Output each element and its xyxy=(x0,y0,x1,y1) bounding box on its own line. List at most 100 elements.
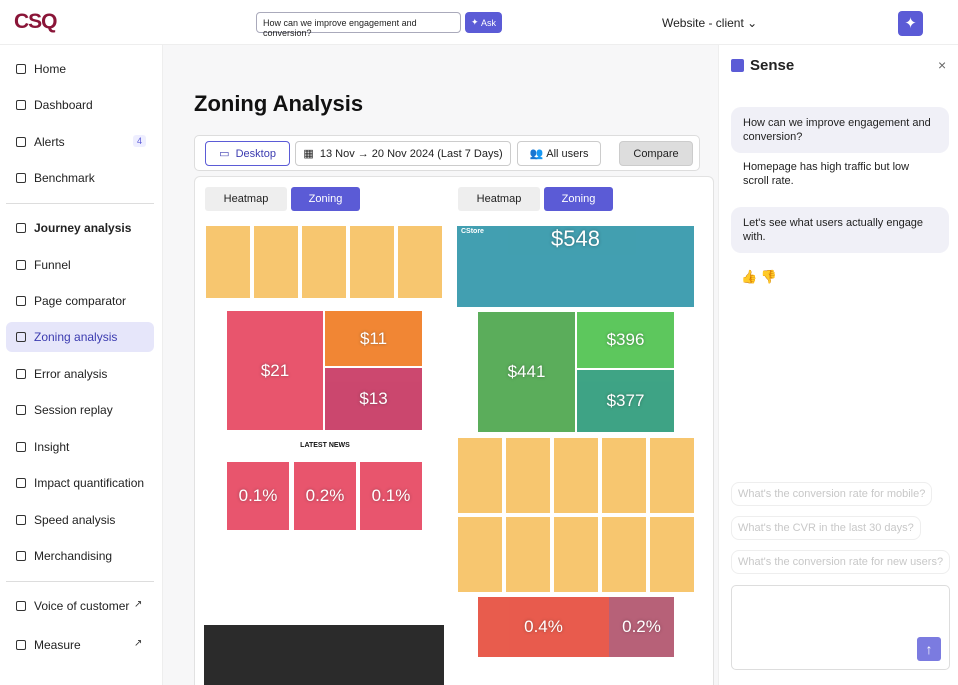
nav-icon xyxy=(16,601,26,611)
view-tab[interactable]: Zoning xyxy=(291,187,360,211)
nav-icon xyxy=(16,100,26,110)
chat-input[interactable] xyxy=(731,585,950,670)
ask-button[interactable]: ✦ Ask xyxy=(465,12,502,33)
product-card xyxy=(506,438,550,513)
date-button[interactable]: ▦ 13 Nov → 20 Nov 2024 (Last 7 Days) xyxy=(295,141,511,166)
page-title: Zoning Analysis xyxy=(194,91,364,116)
zone: 0.1% xyxy=(227,462,289,530)
product-card xyxy=(506,517,550,592)
nav-item[interactable]: Page comparator xyxy=(6,286,154,316)
nav-item[interactable]: Error analysis xyxy=(6,359,154,389)
nav-item[interactable]: Merchandising xyxy=(6,541,154,571)
nav-label: Funnel xyxy=(34,258,71,272)
nav-icon xyxy=(16,478,26,488)
nav-icon xyxy=(16,173,26,183)
zone: 0.4% xyxy=(478,597,609,657)
nav-item[interactable]: Measure ↗ xyxy=(6,630,154,660)
suggestion[interactable]: What's the CVR in the last 30 days? xyxy=(731,516,921,540)
nav-label: Measure xyxy=(34,638,81,652)
device-label: Desktop xyxy=(235,147,276,160)
feedback[interactable]: 👍 👎 xyxy=(741,269,777,284)
nav-item[interactable]: Speed analysis xyxy=(6,505,154,535)
product-card xyxy=(458,517,502,592)
sense-button[interactable]: ✦ xyxy=(898,11,923,36)
chat-message: Let's see what users actually engage wit… xyxy=(731,207,949,253)
section-heading: LATEST NEWS xyxy=(300,442,350,449)
nav-label: Session replay xyxy=(34,403,113,417)
date-label: 13 Nov → 20 Nov 2024 (Last 7 Days) xyxy=(319,147,503,160)
product-card xyxy=(554,517,598,592)
suggestion[interactable]: What's the conversion rate for mobile? xyxy=(731,482,933,506)
ask-label: Ask xyxy=(481,17,497,28)
sense-panel: Sense × 👍 👎 ↑ How can we improve engagem… xyxy=(718,45,958,685)
nav-icon xyxy=(16,405,26,415)
zone: $13 xyxy=(325,368,422,430)
nav-label: Alerts xyxy=(34,135,65,149)
product-card xyxy=(602,517,646,592)
view-tab[interactable]: Heatmap xyxy=(458,187,540,211)
product-card xyxy=(398,226,442,298)
nav-label: Zoning analysis xyxy=(34,330,118,344)
logo: CSQ xyxy=(14,10,58,33)
nav-item[interactable]: Impact quantification xyxy=(6,468,154,498)
nav-item[interactable]: Zoning analysis xyxy=(6,322,154,352)
nav-label: Speed analysis xyxy=(34,513,116,527)
segment-label: All users xyxy=(546,147,589,160)
nav-icon xyxy=(16,515,26,525)
nav-label: Benchmark xyxy=(34,171,95,185)
nav-item[interactable]: Dashboard xyxy=(6,90,154,120)
divider xyxy=(6,203,154,204)
nav-item[interactable]: Session replay xyxy=(6,395,154,425)
compare-label: Compare xyxy=(633,147,679,160)
nav-item[interactable]: Voice of customer ↗ xyxy=(6,591,154,621)
site-label: Website - client xyxy=(662,16,744,30)
view-tab[interactable]: Zoning xyxy=(544,187,613,211)
nav-label: Merchandising xyxy=(34,549,113,563)
nav-icon xyxy=(16,332,26,342)
send-button[interactable]: ↑ xyxy=(917,637,941,661)
chat-message: How can we improve engagement and conver… xyxy=(731,107,949,153)
external-icon: ↗ xyxy=(134,638,143,649)
site-selector[interactable]: Website - client ⌄ xyxy=(662,16,758,30)
nav-label: Insight xyxy=(34,440,70,454)
nav-item[interactable]: Funnel xyxy=(6,250,154,280)
view-tab[interactable]: Heatmap xyxy=(205,187,287,211)
nav-item[interactable]: Insight xyxy=(6,432,154,462)
product-card xyxy=(206,226,250,298)
nav-item[interactable]: Journey analysis xyxy=(6,213,154,243)
product-card xyxy=(350,226,394,298)
nav-item[interactable]: Alerts 4 xyxy=(6,127,154,157)
nav-icon xyxy=(16,223,26,233)
device-button[interactable]: ▭ Desktop xyxy=(205,141,290,166)
nav-icon xyxy=(16,640,26,650)
product-card xyxy=(458,438,502,513)
zone: $11 xyxy=(325,311,422,366)
chat-message: Homepage has high traffic but low scroll… xyxy=(743,161,910,187)
nav-label: Error analysis xyxy=(34,367,108,381)
nav-icon xyxy=(16,442,26,452)
nav-item[interactable]: Home xyxy=(6,54,154,84)
product-card xyxy=(254,226,298,298)
segment-button[interactable]: 👥 All users xyxy=(517,141,601,166)
zone: 0.1% xyxy=(360,462,422,530)
nav-item[interactable]: Benchmark xyxy=(6,163,154,193)
nav-label: Dashboard xyxy=(34,98,93,112)
zone: 0.2% xyxy=(294,462,356,530)
nav-label: Impact quantification xyxy=(34,476,145,490)
product-card xyxy=(554,438,598,513)
product-card xyxy=(602,438,646,513)
nav-badge: 4 xyxy=(133,135,147,147)
nav-label: Voice of customer xyxy=(34,599,130,613)
search-input[interactable]: How can we improve engagement and conver… xyxy=(256,12,461,38)
compare-button[interactable]: Compare xyxy=(619,141,693,166)
page-image xyxy=(204,625,444,685)
nav-icon xyxy=(16,260,26,270)
zone: $548 xyxy=(457,226,694,307)
nav-icon xyxy=(16,64,26,74)
suggestion[interactable]: What's the conversion rate for new users… xyxy=(731,550,951,574)
product-card xyxy=(302,226,346,298)
sidebar: Home Dashboard Alerts 4 Benchmark Journey ana… xyxy=(0,45,163,685)
sense-title: Sense xyxy=(750,57,795,74)
close-button[interactable]: × xyxy=(938,57,947,73)
